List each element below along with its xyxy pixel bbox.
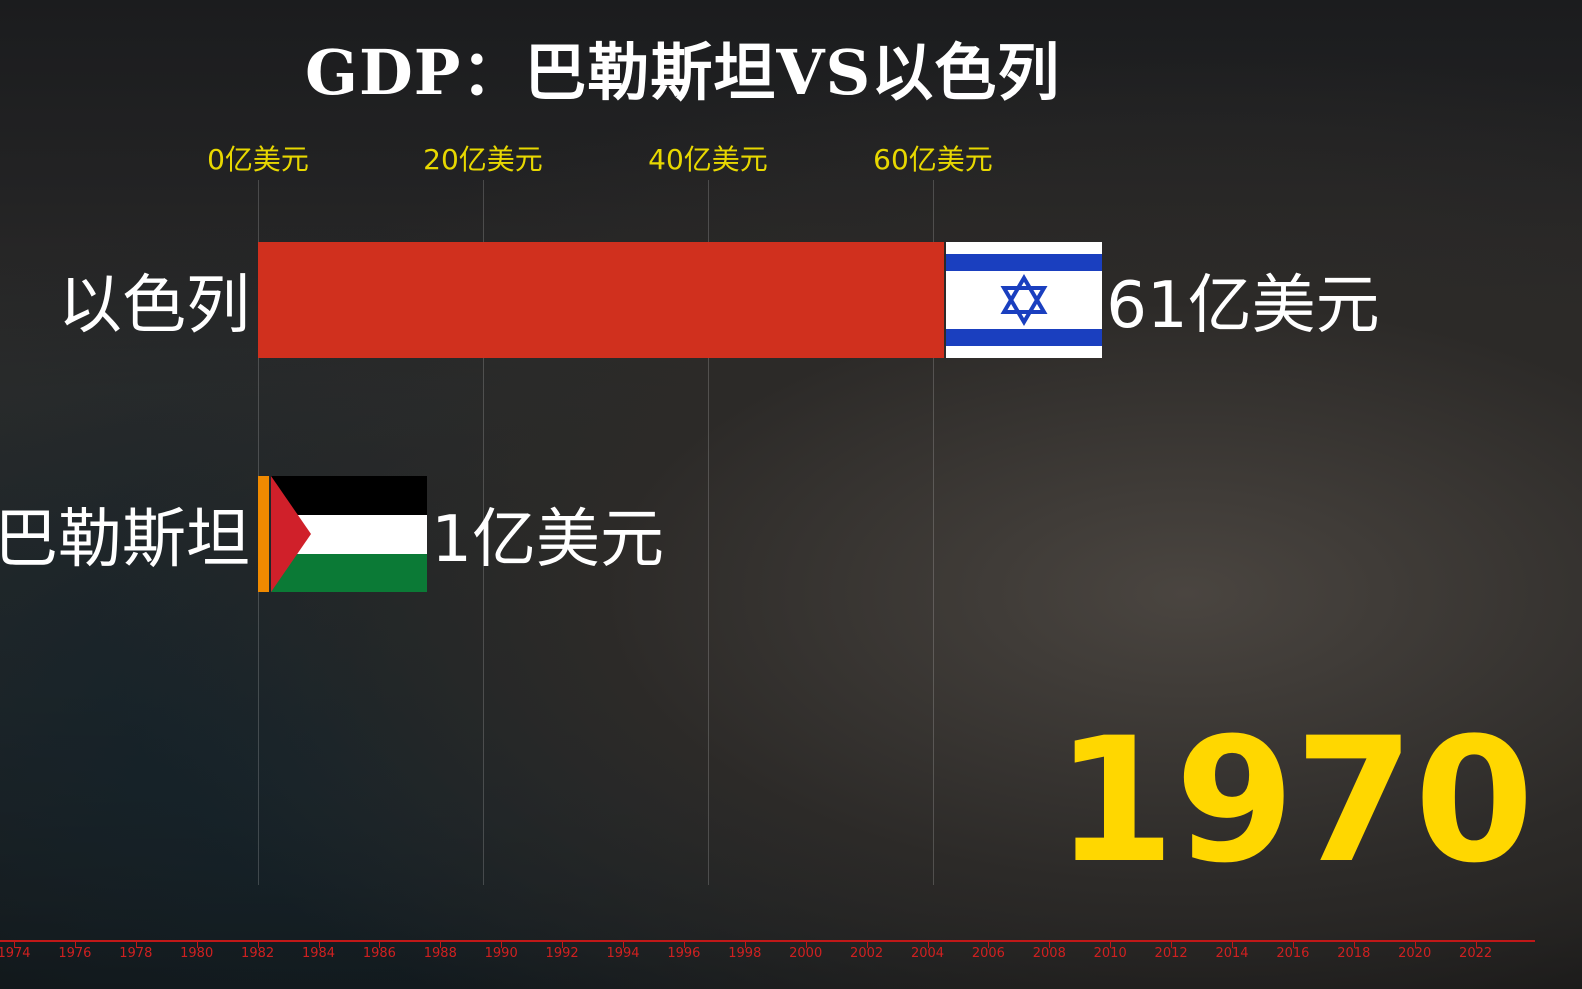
- timeline-tick: [744, 940, 746, 948]
- category-label: 以色列: [58, 269, 250, 343]
- gridline: [483, 180, 484, 885]
- timeline-tick: [988, 940, 990, 948]
- category-label: 巴勒斯坦: [0, 503, 250, 577]
- chart-title: GDP：巴勒斯坦VS以色列: [305, 36, 1061, 109]
- timeline-year-label[interactable]: 2020: [1398, 946, 1432, 961]
- timeline-tick: [440, 940, 442, 948]
- timeline-year-label[interactable]: 1986: [362, 946, 396, 961]
- timeline-tick: [1414, 940, 1416, 948]
- timeline-tick: [1292, 940, 1294, 948]
- timeline-year-label[interactable]: 1984: [301, 946, 336, 961]
- timeline-year-label[interactable]: 2014: [1215, 946, 1249, 961]
- timeline-year-label[interactable]: 1988: [423, 946, 457, 961]
- timeline-tick: [1171, 940, 1173, 948]
- timeline-tick: [562, 940, 564, 948]
- timeline-tick: [683, 940, 685, 948]
- timeline-tick: [1475, 940, 1477, 948]
- timeline-tick: [1353, 940, 1355, 948]
- timeline-tick: [623, 940, 624, 948]
- timeline-tick: [74, 940, 76, 948]
- x-tick-label: 40亿美元: [648, 143, 768, 176]
- palestine-flag-icon: [271, 476, 428, 592]
- timeline-year-label[interactable]: 2016: [1276, 946, 1310, 961]
- timeline-year-label[interactable]: 2002: [850, 946, 884, 961]
- x-tick-label: 20亿美元: [423, 143, 543, 176]
- timeline-year-label[interactable]: 1982: [241, 946, 275, 961]
- timeline-tick: [379, 940, 381, 948]
- timeline-tick: [501, 940, 503, 948]
- timeline-year-label[interactable]: 2006: [971, 946, 1005, 961]
- x-tick-label: 60亿美元: [873, 143, 993, 176]
- bar-israel: [258, 242, 945, 358]
- current-year: 1970: [1055, 700, 1534, 901]
- israel-flag-icon: [946, 242, 1103, 358]
- timeline-tick: [805, 940, 807, 948]
- timeline-year-label[interactable]: 1992: [545, 946, 579, 961]
- timeline-axis: [0, 940, 1535, 942]
- timeline-year-label[interactable]: 2012: [1154, 946, 1188, 961]
- timeline-year-label[interactable]: 1996: [667, 946, 701, 961]
- timeline-year-label[interactable]: 1998: [728, 946, 762, 961]
- timeline-year-label[interactable]: 2018: [1337, 946, 1371, 961]
- timeline-tick: [866, 940, 868, 948]
- x-tick-label: 0亿美元: [207, 143, 309, 176]
- timeline-year-label[interactable]: 1976: [58, 946, 92, 961]
- timeline-year-label[interactable]: 1994: [606, 946, 640, 961]
- timeline-tick: [1049, 940, 1051, 948]
- value-label: 61亿美元: [1106, 269, 1380, 343]
- gridline: [708, 180, 709, 885]
- timeline-year-label[interactable]: 1974: [0, 946, 31, 961]
- timeline-tick: [257, 940, 259, 948]
- timeline-year-label[interactable]: 2022: [1459, 946, 1493, 961]
- timeline-tick: [14, 940, 15, 948]
- timeline-tick: [1110, 940, 1112, 948]
- timeline-tick: [318, 940, 320, 948]
- timeline-year-label[interactable]: 1978: [119, 946, 153, 961]
- timeline-year-label[interactable]: 2008: [1032, 946, 1066, 961]
- timeline-year-label[interactable]: 1990: [484, 946, 518, 961]
- value-label: 1亿美元: [431, 503, 664, 577]
- timeline-tick: [196, 940, 198, 948]
- bar-palestine: [258, 476, 270, 592]
- timeline-year-label[interactable]: 2010: [1093, 946, 1127, 961]
- timeline-year-label[interactable]: 1980: [180, 946, 214, 961]
- timeline-year-label[interactable]: 2004: [910, 946, 945, 961]
- timeline-tick: [1232, 940, 1233, 948]
- timeline-tick: [927, 940, 929, 948]
- timeline-tick: [135, 940, 137, 948]
- timeline-year-label[interactable]: 2000: [789, 946, 823, 961]
- gridline: [933, 180, 934, 885]
